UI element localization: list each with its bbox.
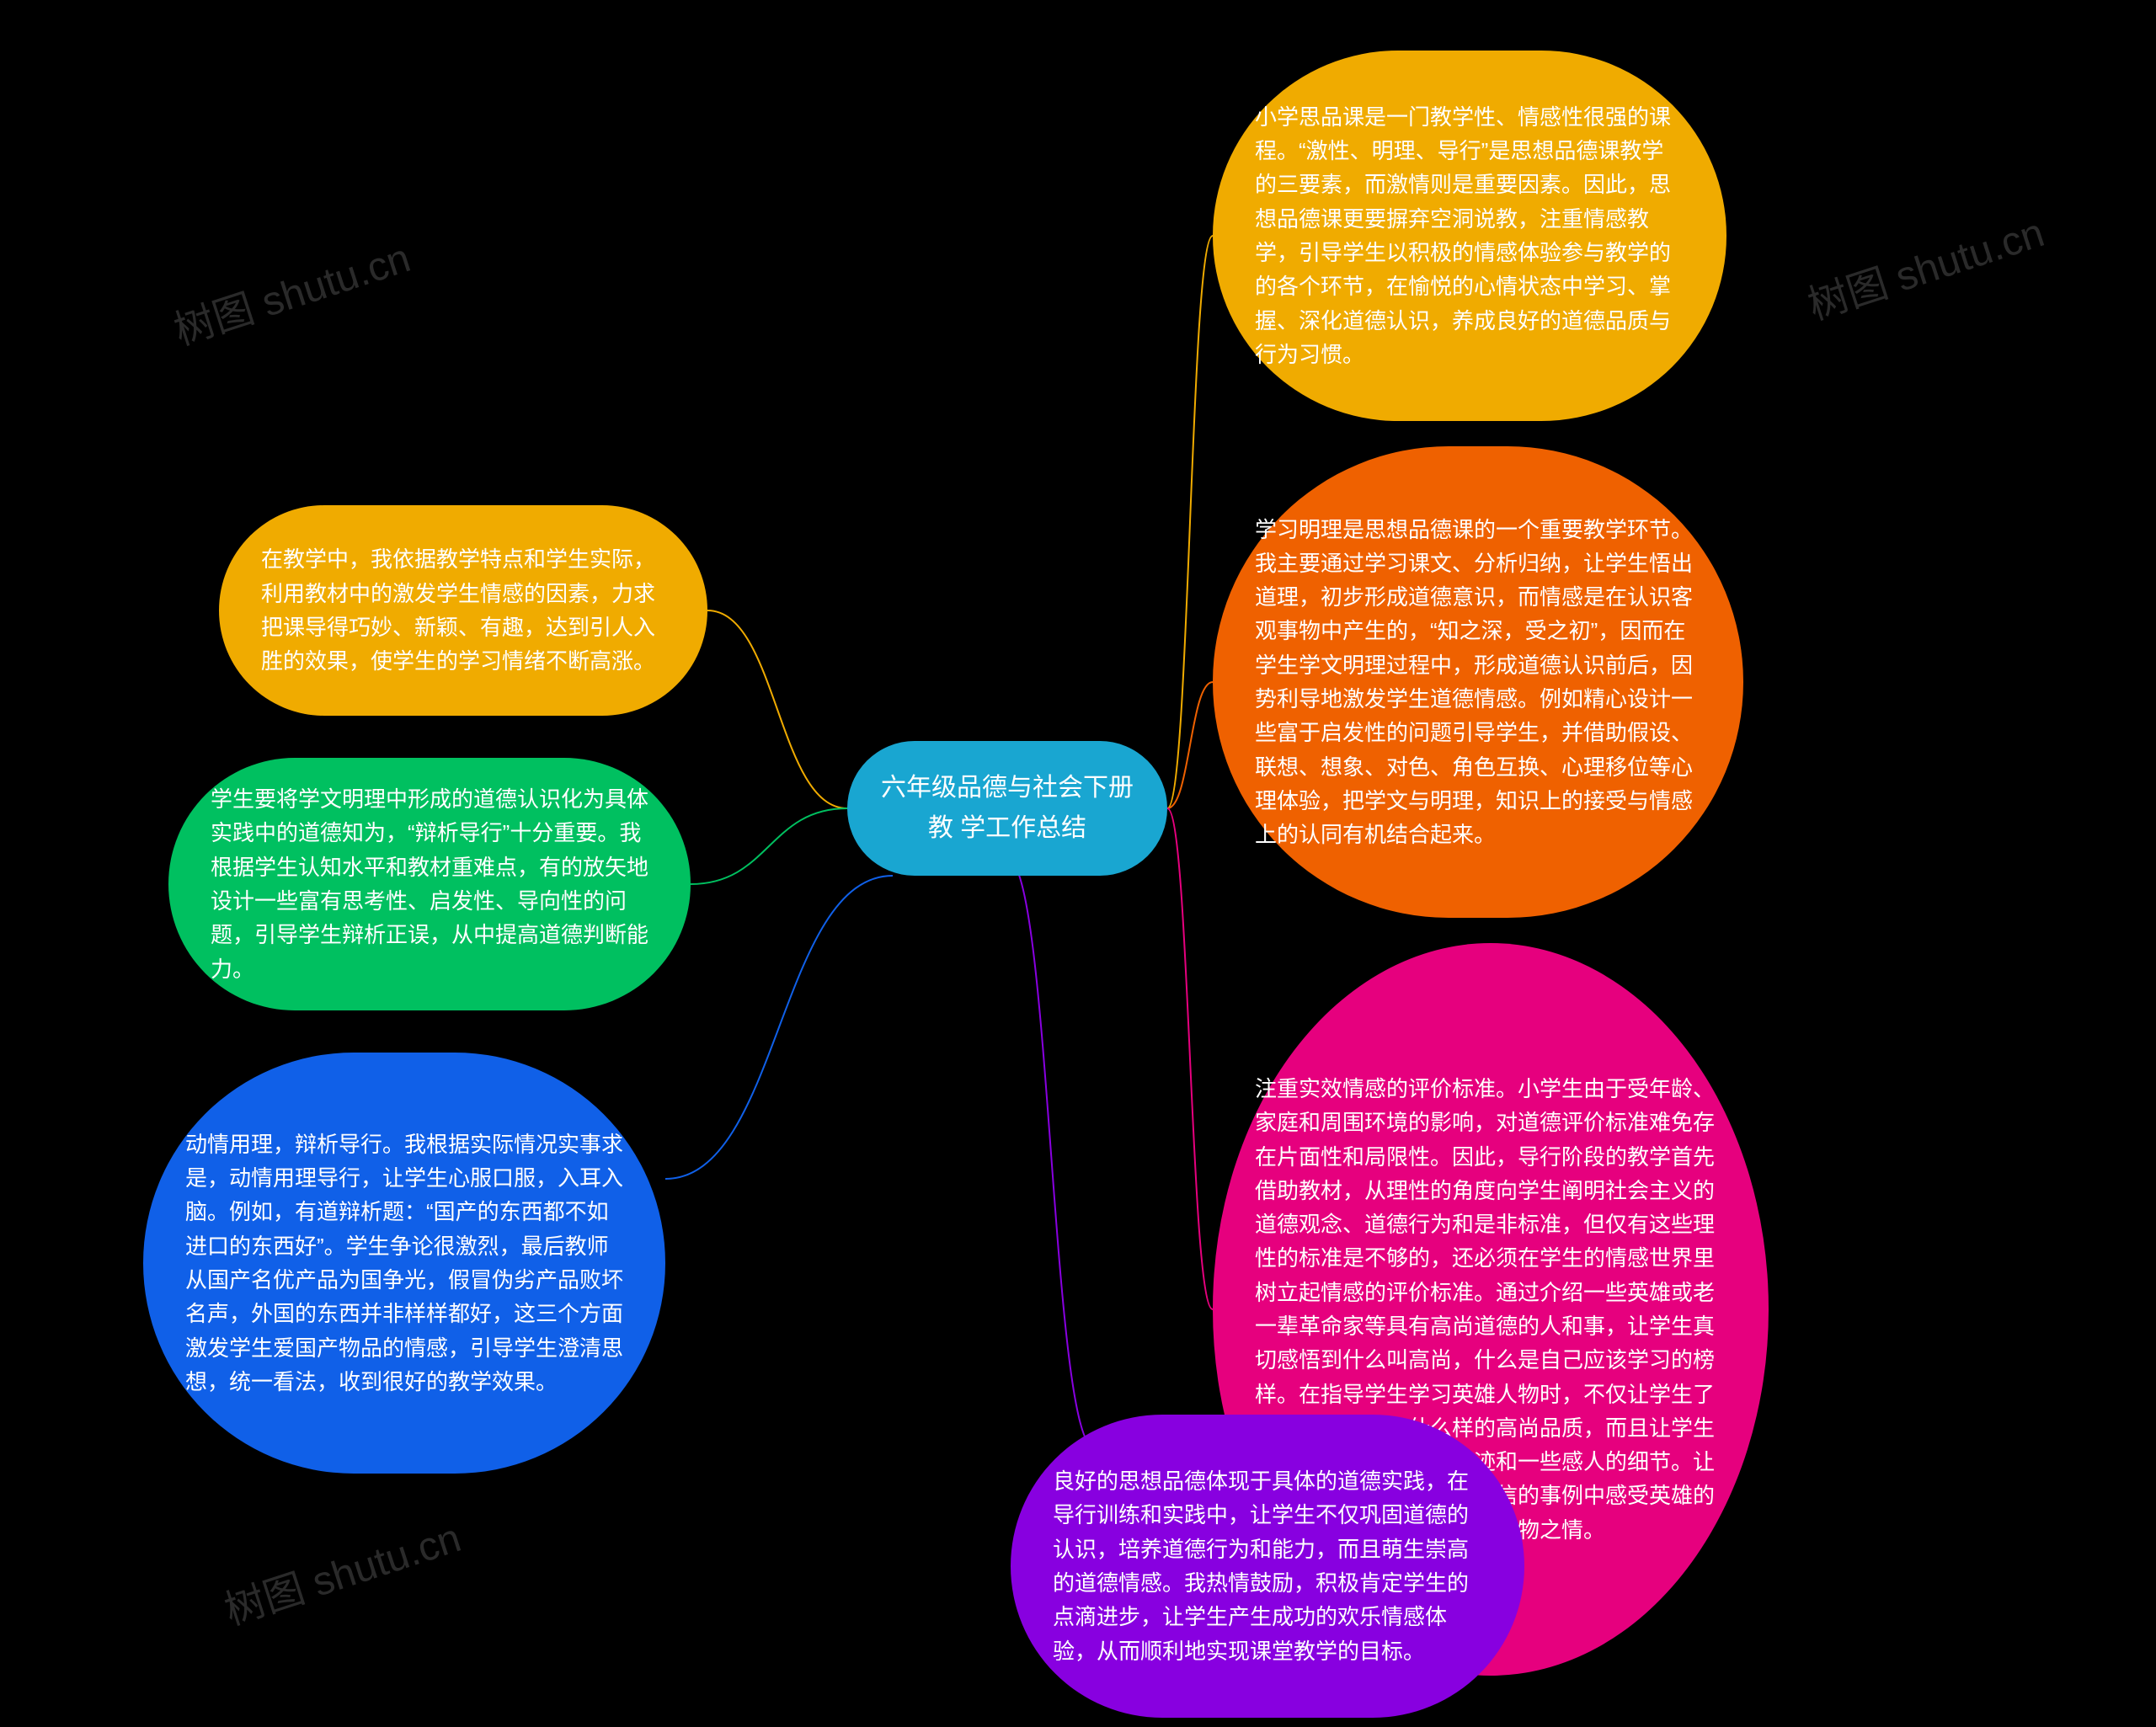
watermark: 树图 shutu.cn bbox=[1799, 200, 2050, 331]
branch-node-l1[interactable]: 在教学中，我依据教学特点和学生实际，利用教材中的激发学生情感的因素，力求把课导得… bbox=[219, 505, 707, 716]
branch-node-text: 动情用理，辩析导行。我根据实际情况实事求是，动情用理导行，让学生心服口服，入耳入… bbox=[185, 1127, 623, 1399]
mindmap-canvas: 树图 shutu.cn树图 shutu.cn树图 shutu.cn树图 shut… bbox=[0, 0, 2156, 1727]
branch-node-l2[interactable]: 学生要将学文明理中形成的道德认识化为具体实践中的道德知为，“辩析导行”十分重要。… bbox=[168, 758, 691, 1010]
branch-node-text: 良好的思想品德体现于具体的道德实践，在导行训练和实践中，让学生不仅巩固道德的认识… bbox=[1053, 1464, 1482, 1668]
connector bbox=[1167, 236, 1213, 808]
branch-node-r2[interactable]: 学习明理是思想品德课的一个重要教学环节。我主要通过学习课文、分析归纳，让学生悟出… bbox=[1213, 446, 1743, 918]
center-node-label: 六年级品德与社会下册教 学工作总结 bbox=[881, 768, 1134, 849]
branch-node-l3[interactable]: 动情用理，辩析导行。我根据实际情况实事求是，动情用理导行，让学生心服口服，入耳入… bbox=[143, 1053, 665, 1474]
connector bbox=[691, 808, 847, 884]
connector bbox=[707, 610, 847, 808]
branch-node-text: 学习明理是思想品德课的一个重要教学环节。我主要通过学习课文、分析归纳，让学生悟出… bbox=[1255, 513, 1701, 852]
connector bbox=[1007, 859, 1095, 1448]
center-node[interactable]: 六年级品德与社会下册教 学工作总结 bbox=[847, 741, 1167, 876]
branch-node-r4[interactable]: 良好的思想品德体现于具体的道德实践，在导行训练和实践中，让学生不仅巩固道德的认识… bbox=[1011, 1415, 1524, 1718]
watermark: 树图 shutu.cn bbox=[216, 1505, 467, 1636]
connector bbox=[1167, 808, 1213, 1309]
branch-node-text: 在教学中，我依据教学特点和学生实际，利用教材中的激发学生情感的因素，力求把课导得… bbox=[261, 542, 665, 678]
watermark: 树图 shutu.cn bbox=[165, 225, 416, 356]
branch-node-text: 学生要将学文明理中形成的道德认识化为具体实践中的道德知为，“辩析导行”十分重要。… bbox=[211, 782, 648, 986]
connector bbox=[1167, 682, 1213, 808]
branch-node-r1[interactable]: 小学思品课是一门教学性、情感性很强的课程。“激性、明理、导行”是思想品德课教学的… bbox=[1213, 51, 1726, 421]
branch-node-text: 小学思品课是一门教学性、情感性很强的课程。“激性、明理、导行”是思想品德课教学的… bbox=[1255, 100, 1684, 371]
connector bbox=[665, 876, 893, 1179]
